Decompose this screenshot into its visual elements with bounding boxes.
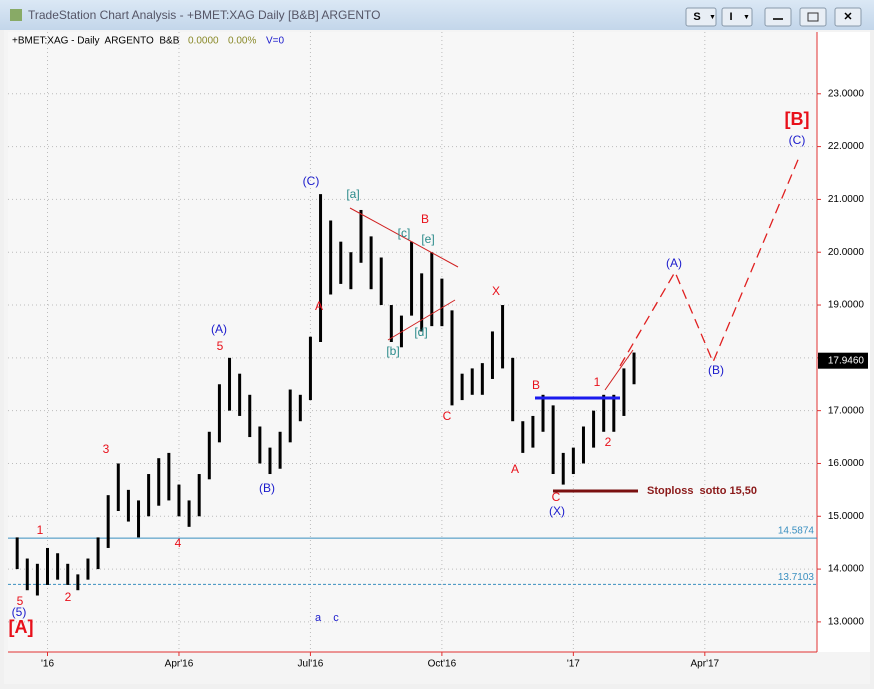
y-tick-label: 23.0000 xyxy=(828,88,865,99)
wave-label: 4 xyxy=(175,536,182,550)
wave-label: a xyxy=(315,612,322,624)
wave-label: 1 xyxy=(37,523,44,537)
wave-label: (X) xyxy=(549,504,565,518)
x-tick-label: Apr'16 xyxy=(165,659,194,670)
wave-label: A xyxy=(315,299,323,313)
insert-button[interactable] xyxy=(721,7,753,27)
percent-info: 0.00% xyxy=(228,36,256,47)
y-tick-label: 20.0000 xyxy=(828,247,865,258)
wave-label: X xyxy=(492,284,500,298)
y-tick-label: 21.0000 xyxy=(828,194,865,205)
y-tick-label: 13.0000 xyxy=(828,617,865,628)
y-tick-label: 19.0000 xyxy=(828,300,865,311)
wave-label: (A) xyxy=(666,256,682,270)
wave-label: 5 xyxy=(17,594,24,608)
y-tick-label: 17.0000 xyxy=(828,405,865,416)
wave-label: 5 xyxy=(217,339,224,353)
x-tick-label: '16 xyxy=(41,659,54,670)
wave-label: (B) xyxy=(708,363,724,377)
y-tick-label: 15.0000 xyxy=(828,511,865,522)
x-tick-label: Apr'17 xyxy=(691,659,720,670)
wave-label: 3 xyxy=(103,442,110,456)
wave-label: (C) xyxy=(789,133,806,147)
drawings xyxy=(349,154,801,493)
last-price-label: 17.9460 xyxy=(828,355,865,366)
symbol-info: +BMET:XAG - Daily ARGENTO B&B xyxy=(12,36,180,47)
wave-label: B xyxy=(532,378,540,392)
button-label: I xyxy=(729,11,732,23)
icon xyxy=(807,12,819,22)
wave-label: [B] xyxy=(785,109,810,129)
change-info: 0.0000 xyxy=(188,36,219,47)
x-tick-label: Oct'16 xyxy=(428,659,457,670)
wave-label: (C) xyxy=(303,174,320,188)
wave-label: (B) xyxy=(259,481,275,495)
trendline xyxy=(349,207,459,268)
wave-label: [A] xyxy=(9,617,34,637)
wave-label: 1 xyxy=(594,375,601,389)
x-tick-label: Jul'16 xyxy=(298,659,324,670)
wave-label: (A) xyxy=(211,322,227,336)
wave-label: [e] xyxy=(421,232,434,246)
price-axis xyxy=(817,32,870,652)
trendline xyxy=(604,349,634,391)
y-tick-label: 14.0000 xyxy=(828,564,865,575)
wave-label: B xyxy=(421,212,429,226)
dropdown-arrow: ▼ xyxy=(743,14,750,21)
wave-label: [c] xyxy=(398,226,411,240)
projection-line xyxy=(619,154,801,367)
app-icon xyxy=(10,9,22,21)
wave-label: [d] xyxy=(414,325,427,339)
wave-label: 2 xyxy=(65,590,72,604)
icon: ✕ xyxy=(843,11,852,23)
wave-label: c xyxy=(333,612,339,624)
horizontal-line-label: 14.5874 xyxy=(778,526,815,537)
y-tick-label: 16.0000 xyxy=(828,458,865,469)
style-button[interactable] xyxy=(685,7,717,27)
trendline xyxy=(387,299,456,341)
plot-area xyxy=(8,32,817,652)
wave-label: 2 xyxy=(605,435,612,449)
window-title: TradeStation Chart Analysis - +BMET:XAG … xyxy=(28,8,380,22)
y-tick-label: 22.0000 xyxy=(828,141,865,152)
last-price-box xyxy=(818,352,868,369)
maximize-button[interactable] xyxy=(799,7,827,27)
wave-label: [a] xyxy=(346,187,359,201)
minimize-button[interactable] xyxy=(764,7,792,27)
button-label: S xyxy=(693,11,700,23)
wave-label: [b] xyxy=(386,344,399,358)
x-tick-label: '17 xyxy=(567,659,580,670)
wave-label: Stoploss sotto 15,50 xyxy=(647,485,757,497)
wave-label: C xyxy=(552,490,561,504)
wave-label: C xyxy=(443,409,452,423)
dropdown-arrow: ▼ xyxy=(709,14,716,21)
wave-label: (5) xyxy=(12,605,27,619)
horizontal-line-label: 13.7103 xyxy=(778,572,815,583)
volume-info: V=0 xyxy=(266,36,285,47)
wave-label: A xyxy=(511,462,519,476)
close-button[interactable] xyxy=(834,7,862,27)
